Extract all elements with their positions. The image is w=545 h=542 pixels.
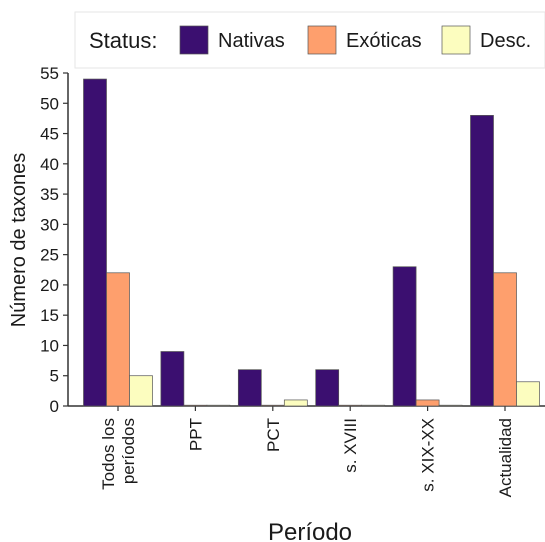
x-tick-label: s. XVIII [341,418,360,473]
x-tick-label-line: PPT [186,418,205,451]
bar-desc-todos-los-periodos [129,375,153,407]
bar-desc-pct [283,399,308,407]
x-tick-label: PPT [186,418,205,451]
bar-exoticas-pct [260,404,285,407]
x-tick-label: s. XIX-XX [419,418,438,492]
bar-desc-actualidad [516,381,540,407]
y-tick-label: 20 [40,276,59,295]
legend-label-nativas: Nativas [218,30,285,52]
legend-label-desc: Desc. [480,30,531,52]
legend: Status: Nativas Exóticas Desc. [74,11,545,69]
y-tick-label: 10 [40,336,59,355]
x-tick-label-line: Todos los [99,418,118,490]
legend-swatch-exoticas [307,25,337,55]
x-tick-label: Todos losperíodos [99,418,138,490]
legend-swatch-desc [441,25,471,55]
x-tick-label: Actualidad [496,418,515,497]
y-tick-label: 55 [40,64,59,83]
bar-exoticas-ppt [183,404,208,407]
y-tick-label: 45 [40,125,59,144]
bar-nativas-s-xix-xx [392,266,417,407]
bar-exoticas-actualidad [493,272,517,407]
bar-nativas-s-xviii [315,369,340,407]
x-tick-label-line: s. XIX-XX [419,418,438,492]
y-tick-label: 30 [40,215,59,234]
x-axis-label: Período [268,519,352,542]
bar-nativas-todos-los-periodos [83,78,107,407]
bar-nativas-ppt [160,351,185,407]
legend-label-exoticas: Exóticas [346,30,422,52]
y-tick-label: 15 [40,306,59,325]
y-axis-label: Número de taxones [8,153,30,328]
bar-nativas-actualidad [470,115,494,407]
bar-desc-s-xix-xx [438,404,463,407]
legend-swatch-nativas [179,25,209,55]
y-tick-label: 5 [50,367,59,386]
bar-desc-s-xviii [361,404,386,407]
x-tick-label-line: s. XVIII [341,418,360,473]
y-tick-label: 25 [40,246,59,265]
bar-desc-ppt [206,404,231,407]
bar-exoticas-s-xix-xx [415,399,440,407]
x-tick-label-line: PCT [264,418,283,452]
bar-exoticas-s-xviii [338,404,363,407]
y-tick-label: 0 [50,397,59,416]
bar-nativas-pct [237,369,262,407]
x-tick-label-line: Actualidad [496,418,515,497]
y-tick-label: 35 [40,185,59,204]
bar-exoticas-todos-los-periodos [106,272,130,407]
x-tick-label-line: períodos [119,418,138,484]
legend-title: Status: [89,28,157,53]
y-tick-label: 40 [40,155,59,174]
y-tick-label: 50 [40,94,59,113]
x-tick-label: PCT [264,418,283,452]
